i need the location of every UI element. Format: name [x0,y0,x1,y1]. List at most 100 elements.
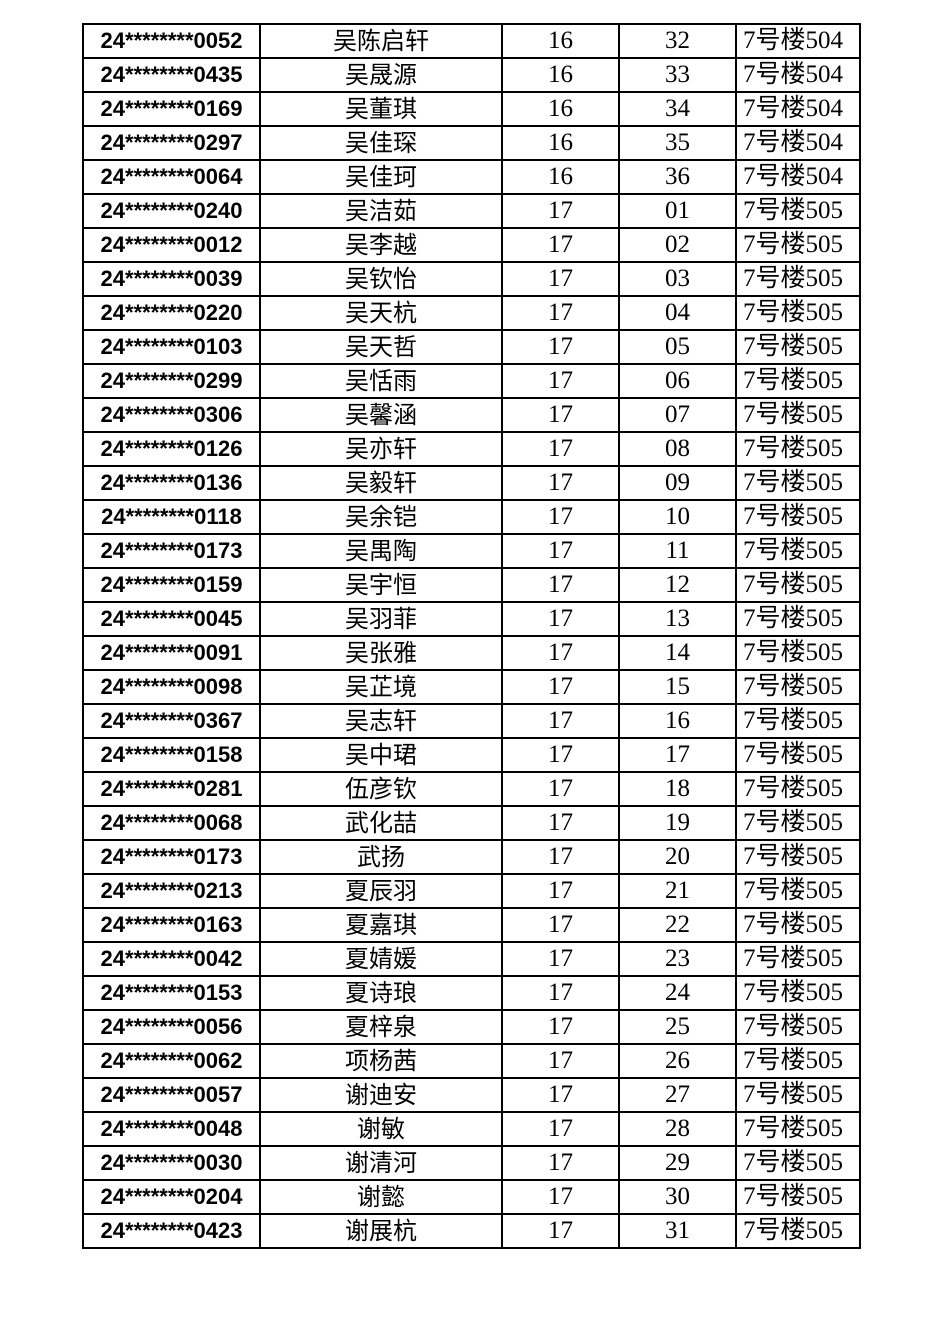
exam-room-cell: 7号楼504 [735,159,861,195]
student-id-cell: 24********0281 [82,771,261,807]
seat-number-cell: 02 [618,227,737,263]
student-id-cell: 24********0091 [82,635,261,671]
student-name-cell: 谢展杭 [259,1213,503,1249]
exam-room-cell: 7号楼505 [735,907,861,943]
student-id-cell: 24********0057 [82,1077,261,1113]
group-number-cell: 17 [501,567,620,603]
group-number-cell: 17 [501,737,620,773]
exam-room-cell: 7号楼504 [735,91,861,127]
student-name-cell: 吴董琪 [259,91,503,127]
seat-number-cell: 30 [618,1179,737,1215]
group-number-cell: 16 [501,91,620,127]
seat-number-cell: 07 [618,397,737,433]
table-row: 24********0057 谢迪安 17 27 7号楼505 [82,1077,861,1113]
group-number-cell: 17 [501,1077,620,1113]
seat-number-cell: 18 [618,771,737,807]
table-body: 24********0052 吴陈启轩 16 32 7号楼504 24********04… [82,23,861,1249]
seat-number-cell: 08 [618,431,737,467]
group-number-cell: 17 [501,499,620,535]
table-row: 24********0297 吴佳琛 16 35 7号楼504 [82,125,861,161]
student-id-cell: 24********0098 [82,669,261,705]
seat-number-cell: 17 [618,737,737,773]
exam-room-cell: 7号楼505 [735,193,861,229]
seat-number-cell: 14 [618,635,737,671]
group-number-cell: 16 [501,125,620,161]
seat-number-cell: 10 [618,499,737,535]
student-name-cell: 吴晟源 [259,57,503,93]
group-number-cell: 17 [501,193,620,229]
table-row: 24********0042 夏婧媛 17 23 7号楼505 [82,941,861,977]
seat-number-cell: 04 [618,295,737,331]
table-row: 24********0062 项杨茜 17 26 7号楼505 [82,1043,861,1079]
student-name-cell: 吴天杭 [259,295,503,331]
exam-room-cell: 7号楼505 [735,1213,861,1249]
student-name-cell: 吴佳珂 [259,159,503,195]
student-id-cell: 24********0173 [82,839,261,875]
group-number-cell: 17 [501,601,620,637]
student-name-cell: 项杨茜 [259,1043,503,1079]
student-name-cell: 吴禺陶 [259,533,503,569]
group-number-cell: 17 [501,1145,620,1181]
seat-number-cell: 22 [618,907,737,943]
group-number-cell: 17 [501,703,620,739]
student-name-cell: 吴毅轩 [259,465,503,501]
group-number-cell: 17 [501,261,620,297]
table-row: 24********0126 吴亦轩 17 08 7号楼505 [82,431,861,467]
student-name-cell: 夏婧媛 [259,941,503,977]
seat-number-cell: 32 [618,23,737,59]
table-row: 24********0163 夏嘉琪 17 22 7号楼505 [82,907,861,943]
seat-number-cell: 35 [618,125,737,161]
table-row: 24********0159 吴宇恒 17 12 7号楼505 [82,567,861,603]
exam-room-cell: 7号楼505 [735,1009,861,1045]
student-name-cell: 吴亦轩 [259,431,503,467]
group-number-cell: 17 [501,295,620,331]
group-number-cell: 17 [501,839,620,875]
student-name-cell: 吴余铠 [259,499,503,535]
student-name-cell: 夏梓泉 [259,1009,503,1045]
student-id-cell: 24********0169 [82,91,261,127]
exam-room-cell: 7号楼505 [735,363,861,399]
student-name-cell: 谢迪安 [259,1077,503,1113]
seat-number-cell: 06 [618,363,737,399]
student-id-cell: 24********0299 [82,363,261,399]
table-row: 24********0204 谢懿 17 30 7号楼505 [82,1179,861,1215]
exam-room-cell: 7号楼505 [735,975,861,1011]
table-row: 24********0281 伍彦钦 17 18 7号楼505 [82,771,861,807]
student-id-cell: 24********0068 [82,805,261,841]
student-name-cell: 夏诗琅 [259,975,503,1011]
exam-room-cell: 7号楼505 [735,669,861,705]
exam-room-cell: 7号楼505 [735,771,861,807]
student-name-cell: 吴芷境 [259,669,503,705]
exam-room-cell: 7号楼505 [735,805,861,841]
student-id-cell: 24********0367 [82,703,261,739]
student-name-cell: 谢懿 [259,1179,503,1215]
student-id-cell: 24********0153 [82,975,261,1011]
exam-room-cell: 7号楼505 [735,1179,861,1215]
group-number-cell: 17 [501,329,620,365]
table-row: 24********0173 吴禺陶 17 11 7号楼505 [82,533,861,569]
seat-number-cell: 26 [618,1043,737,1079]
seat-number-cell: 24 [618,975,737,1011]
table-row: 24********0091 吴张雅 17 14 7号楼505 [82,635,861,671]
student-name-cell: 谢敏 [259,1111,503,1147]
student-id-cell: 24********0039 [82,261,261,297]
exam-room-cell: 7号楼504 [735,57,861,93]
student-name-cell: 吴中珺 [259,737,503,773]
student-id-cell: 24********0052 [82,23,261,59]
table-row: 24********0048 谢敏 17 28 7号楼505 [82,1111,861,1147]
seat-number-cell: 33 [618,57,737,93]
table-row: 24********0367 吴志轩 17 16 7号楼505 [82,703,861,739]
table-row: 24********0068 武化喆 17 19 7号楼505 [82,805,861,841]
student-id-cell: 24********0159 [82,567,261,603]
student-id-cell: 24********0220 [82,295,261,331]
exam-room-cell: 7号楼505 [735,941,861,977]
student-id-cell: 24********0126 [82,431,261,467]
group-number-cell: 17 [501,397,620,433]
group-number-cell: 17 [501,1179,620,1215]
group-number-cell: 17 [501,941,620,977]
group-number-cell: 17 [501,771,620,807]
student-id-cell: 24********0136 [82,465,261,501]
student-name-cell: 武化喆 [259,805,503,841]
student-id-cell: 24********0118 [82,499,261,535]
student-name-cell: 吴恬雨 [259,363,503,399]
